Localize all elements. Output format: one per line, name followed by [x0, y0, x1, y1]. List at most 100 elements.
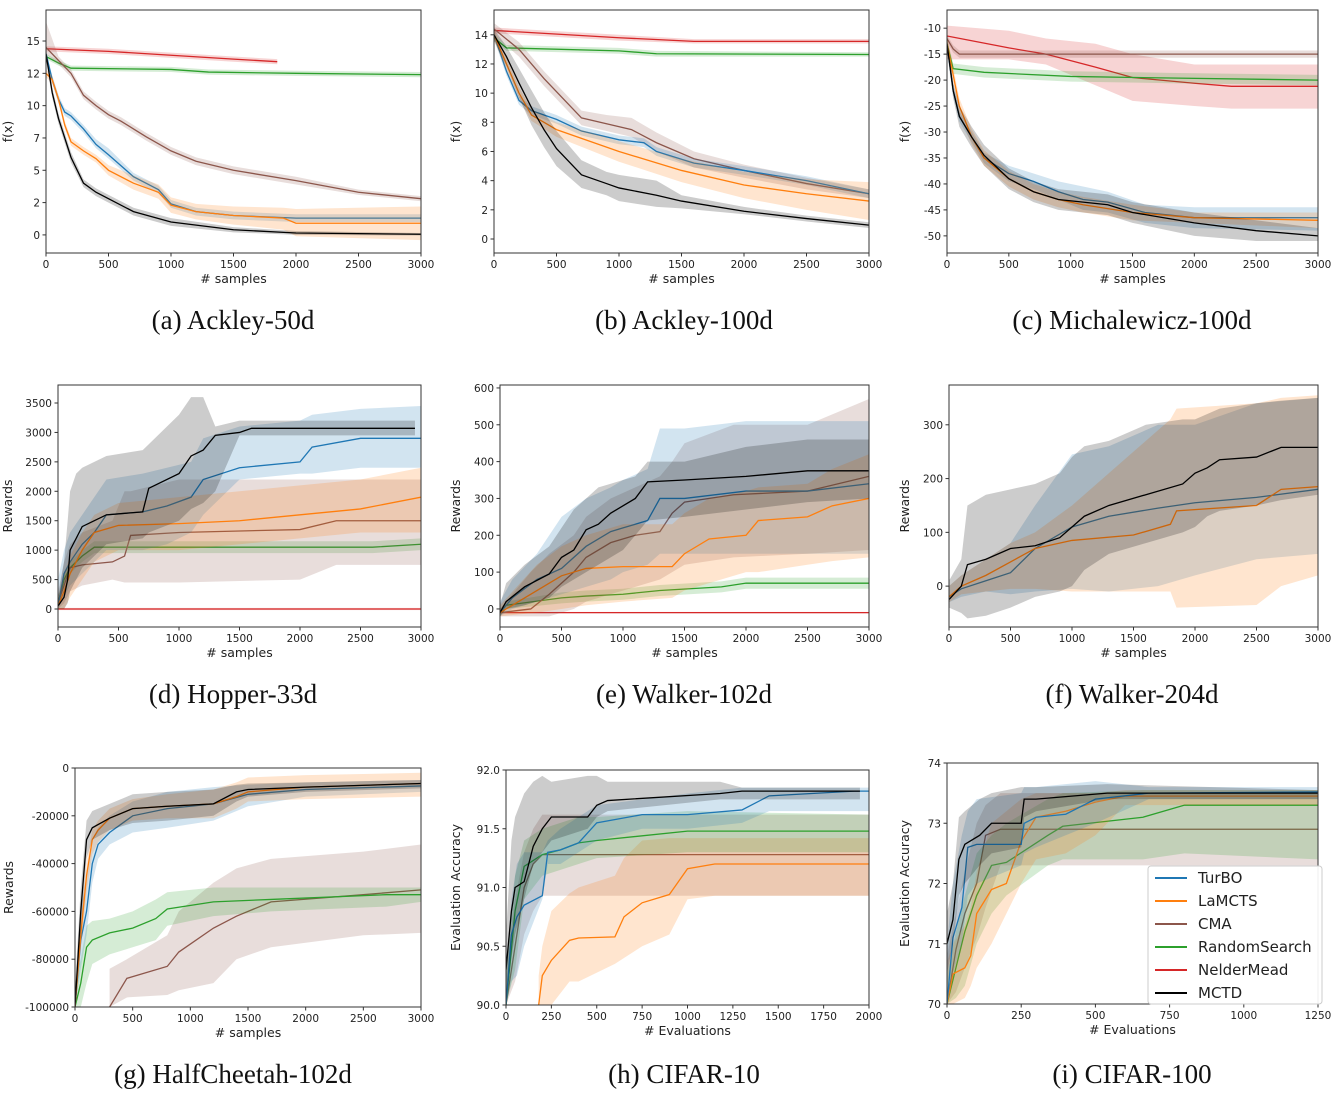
y-tick-label: 91.0: [477, 883, 500, 895]
y-tick-label: 5: [33, 165, 40, 177]
x-tick-label: 500: [551, 633, 571, 645]
series-line: [58, 543, 421, 604]
y-tick-label: 0: [487, 604, 494, 616]
series-mctd: [506, 775, 860, 1005]
y-tick-label: -45: [924, 205, 941, 217]
series-line: [46, 55, 421, 76]
series-mctd: [500, 439, 869, 617]
x-tick-label: 2000: [1182, 633, 1209, 645]
confidence-band: [494, 28, 869, 229]
confidence-band: [46, 53, 421, 78]
x-tick-label: 2000: [856, 1011, 883, 1023]
series-line: [506, 790, 860, 970]
x-tick-label: 500: [98, 259, 118, 271]
x-tick-label: 2000: [283, 259, 310, 271]
y-tick-label: 500: [32, 575, 52, 587]
y-axis-label: Rewards: [1, 861, 16, 914]
series-line: [949, 485, 1318, 598]
series-randomsearch: [75, 887, 421, 1007]
series-cma: [947, 793, 1318, 1004]
y-tick-label: -60000: [32, 906, 69, 918]
series-cma: [947, 34, 1318, 58]
series-neldermead: [947, 25, 1318, 109]
series-line: [947, 43, 1318, 81]
x-tick-label: 1500: [765, 1011, 792, 1023]
caption-h: (h) CIFAR-10: [608, 1059, 760, 1089]
series-neldermead: [58, 607, 421, 611]
x-tick-label: 3000: [856, 259, 883, 271]
x-axis-label: # samples: [200, 271, 266, 286]
y-tick-label: 100: [923, 527, 943, 539]
series-randomsearch: [947, 790, 1318, 1004]
series-line: [75, 785, 421, 1007]
plot-area: [947, 25, 1318, 242]
x-tick-label: 2500: [1243, 259, 1270, 271]
x-tick-label: 1000: [158, 259, 185, 271]
confidence-band: [494, 28, 869, 221]
x-tick-label: 1000: [674, 1011, 701, 1023]
y-tick-label: -20000: [32, 811, 69, 823]
series-line: [500, 475, 869, 614]
series-line: [947, 828, 1318, 1004]
series-lamcts: [46, 69, 421, 241]
x-tick-label: 2500: [345, 259, 372, 271]
y-tick-label: 500: [474, 420, 494, 432]
legend-label: RandomSearch: [1198, 938, 1312, 956]
x-tick-label: 0: [944, 1010, 951, 1022]
confidence-band: [947, 35, 1318, 242]
series-mctd: [947, 35, 1318, 242]
y-tick-label: 70: [928, 999, 941, 1011]
y-tick-label: 10: [475, 88, 488, 100]
series-line: [947, 35, 1318, 87]
x-tick-label: 500: [546, 259, 566, 271]
y-tick-label: 8: [481, 117, 488, 129]
series-turbo: [947, 781, 1318, 1004]
caption-a: (a) Ackley-50d: [151, 305, 315, 335]
x-tick-label: 1500: [220, 259, 247, 271]
panel-c: 0 500 1000 1500 2000 2500 3000 -10 -15 -20 -25 -30 -…: [897, 9, 1331, 286]
x-tick-label: 1000: [1057, 259, 1084, 271]
x-tick-label: 1500: [1119, 259, 1146, 271]
confidence-band: [46, 50, 421, 222]
y-tick-label: 0: [62, 763, 69, 775]
confidence-band: [58, 397, 415, 609]
plot-area: [494, 23, 869, 229]
confidence-band: [494, 34, 869, 57]
series-lamcts: [500, 454, 869, 617]
x-tick-label: 1500: [668, 259, 695, 271]
series-neldermead: [46, 46, 278, 65]
series-line: [506, 790, 869, 1005]
y-tick-label: 300: [474, 493, 494, 505]
series-line: [538, 863, 869, 1005]
y-axis-label: Rewards: [448, 479, 463, 532]
y-tick-label: 0: [33, 230, 40, 242]
y-tick-label: 300: [923, 420, 943, 432]
y-tick-label: -100000: [25, 1002, 69, 1014]
y-tick-label: -10: [924, 23, 941, 35]
series-lamcts: [949, 395, 1318, 608]
confidence-band: [947, 784, 1318, 974]
x-tick-label: 2000: [292, 1013, 319, 1025]
confidence-band: [75, 887, 421, 1007]
legend-label: MCTD: [1198, 984, 1242, 1002]
confidence-band: [494, 27, 869, 44]
plot-area: [500, 398, 869, 617]
caption-d: (d) Hopper-33d: [148, 679, 318, 709]
series-line: [947, 791, 1318, 1004]
x-tick-label: 2500: [347, 633, 374, 645]
x-tick-label: 1000: [177, 1013, 204, 1025]
x-tick-label: 500: [123, 1013, 143, 1025]
series-mctd: [947, 784, 1318, 974]
confidence-band: [947, 25, 1318, 109]
y-tick-label: -40000: [32, 859, 69, 871]
series-randomsearch: [500, 577, 869, 617]
y-tick-label: 7: [33, 133, 40, 145]
y-tick-label: 4: [481, 176, 488, 188]
panel-f: 0 500 1000 1500 2000 2500 3000 0 100 200 300 # samp…: [897, 384, 1331, 660]
y-tick-label: 74: [928, 758, 942, 770]
confidence-band: [58, 538, 421, 609]
x-axis-label: # Evaluations: [1089, 1022, 1176, 1037]
y-tick-label: 2: [33, 198, 40, 210]
confidence-band: [949, 395, 1318, 608]
